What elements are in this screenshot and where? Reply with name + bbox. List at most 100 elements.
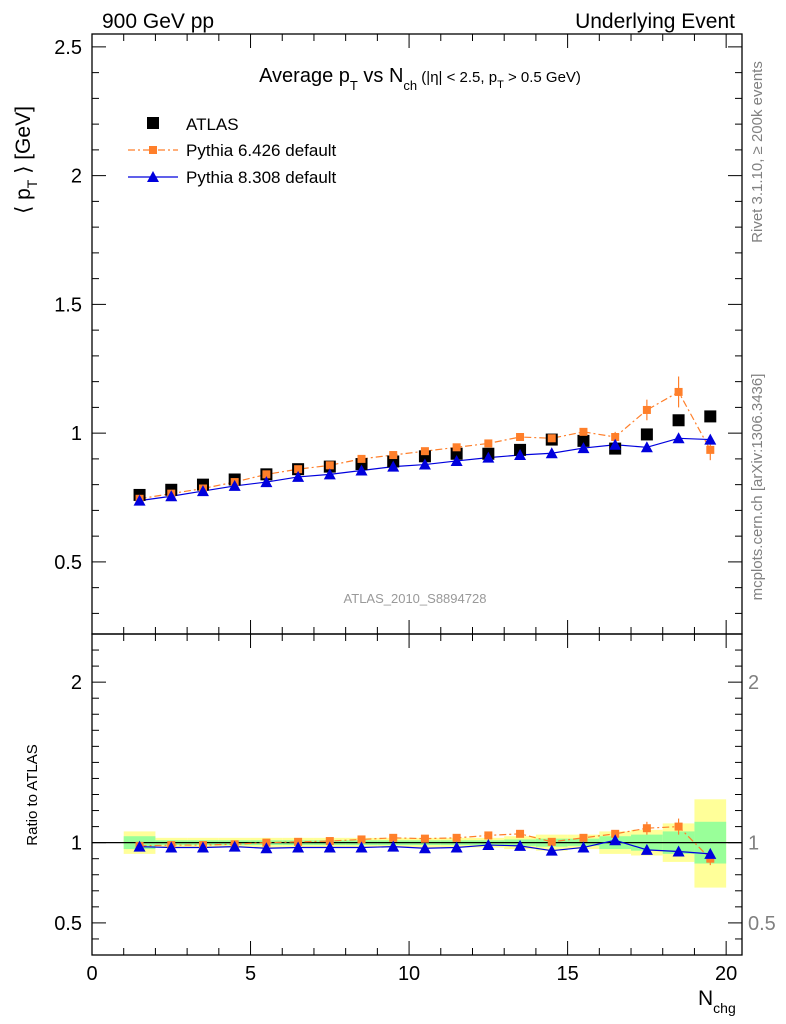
x-tick-label: 0 bbox=[86, 963, 97, 985]
x-tick-label: 10 bbox=[398, 963, 420, 985]
main-y-axis-label: ⟨ pT ⟩ [GeV] bbox=[12, 106, 40, 214]
atlas-point bbox=[672, 414, 685, 427]
ratio-axis-ticks bbox=[91, 634, 742, 955]
main-y-tick-label: 1.5 bbox=[54, 294, 82, 316]
pythia8-point bbox=[545, 447, 558, 459]
ratio-pythia8-point bbox=[545, 844, 558, 856]
legend-py6-label: Pythia 6.426 default bbox=[186, 141, 337, 160]
legend-py6-marker bbox=[149, 146, 157, 154]
header-left: 900 GeV pp bbox=[102, 10, 214, 33]
ratio-y-tick-label: 0.5 bbox=[54, 913, 82, 935]
legend-atlas-marker bbox=[147, 117, 159, 129]
ratio-pythia8-point bbox=[133, 840, 146, 852]
pythia8-point bbox=[387, 460, 400, 472]
title-main: Average p bbox=[259, 65, 350, 87]
legend-py8-marker bbox=[147, 171, 159, 182]
ratio-pythia8-point bbox=[609, 834, 622, 846]
ratio-pythia8-point bbox=[387, 840, 400, 852]
ratio-pythia6-point bbox=[420, 834, 429, 843]
ratio-plot-content bbox=[92, 799, 742, 888]
x-tick-label: 20 bbox=[715, 963, 737, 985]
pythia6-point bbox=[706, 445, 715, 454]
pythia8-point bbox=[196, 485, 209, 497]
rivet-version-label: Rivet 3.1.10, ≥ 200k events bbox=[749, 61, 766, 243]
main-y-tick-label: 2.5 bbox=[54, 37, 82, 59]
pythia8-point bbox=[577, 442, 590, 454]
atlas-point bbox=[577, 434, 590, 447]
pythia8-point bbox=[292, 470, 305, 482]
ylabel-sub: T bbox=[24, 179, 40, 188]
ratio-pythia8-point bbox=[323, 841, 336, 853]
ratio-pythia6-point bbox=[357, 835, 366, 844]
pythia6-point bbox=[452, 443, 461, 452]
main-y-tick-labels: 0.5 1 1.5 2 2.5 bbox=[54, 37, 82, 574]
x-tick-label: 5 bbox=[245, 963, 256, 985]
pythia6-point bbox=[420, 447, 429, 456]
pythia6-point bbox=[484, 439, 493, 448]
main-axis-ticks bbox=[91, 34, 742, 634]
ratio-pythia8-point bbox=[704, 847, 717, 859]
mcplots-reference-label: mcplots.cern.ch [arXiv:1306.3436] bbox=[749, 374, 766, 601]
title-sub-t: T bbox=[350, 78, 358, 93]
main-y-tick-label: 1 bbox=[71, 423, 82, 445]
pythia8-point bbox=[514, 449, 527, 461]
ratio-pythia6-point bbox=[547, 837, 556, 846]
legend-atlas-label: ATLAS bbox=[186, 115, 239, 134]
legend-py8-label: Pythia 8.308 default bbox=[186, 168, 337, 187]
ratio-y-tick-label-right: 0.5 bbox=[748, 913, 776, 935]
ratio-plot-panel: 0.5 0.5 1 1 2 2 0 5 10 15 20 bbox=[54, 633, 776, 985]
legend: ATLAS Pythia 6.426 default Pythia 8.308 … bbox=[128, 115, 337, 187]
xlabel-sub: chg bbox=[713, 1000, 736, 1016]
ratio-pythia6-point bbox=[484, 831, 493, 840]
pythia8-point bbox=[355, 464, 368, 476]
ratio-y-tick-label: 2 bbox=[71, 672, 82, 694]
main-y-tick-label: 2 bbox=[71, 166, 82, 188]
pythia6-point bbox=[642, 405, 651, 414]
ratio-pythia6-point bbox=[611, 829, 620, 838]
ratio-pythia6-point bbox=[452, 833, 461, 842]
pythia6-point bbox=[579, 427, 588, 436]
pythia8-point bbox=[640, 441, 653, 453]
ratio-pythia6-point bbox=[674, 822, 683, 831]
pythia6-point bbox=[389, 451, 398, 460]
ratio-pythia8-point bbox=[165, 841, 178, 853]
pythia8-point bbox=[165, 490, 178, 502]
ratio-pythia8-point bbox=[228, 840, 241, 852]
xlabel-main: N bbox=[698, 987, 713, 1010]
ratio-pythia8-point bbox=[640, 843, 653, 855]
pythia8-point bbox=[260, 476, 273, 488]
ratio-pythia8-point bbox=[260, 842, 273, 854]
ratio-pythia8-point bbox=[355, 841, 368, 853]
ratio-y-tick-label-right: 1 bbox=[748, 833, 759, 855]
ratio-y-tick-labels: 0.5 0.5 1 1 2 2 bbox=[54, 672, 776, 935]
header-right: Underlying Event bbox=[575, 10, 735, 33]
pythia8-point bbox=[228, 479, 241, 491]
pythia8-point bbox=[482, 451, 495, 463]
x-axis-label: Nchg bbox=[698, 987, 736, 1016]
title-cuts-a: (|η| < 2.5, p bbox=[417, 69, 497, 86]
ratio-pythia8-point bbox=[672, 845, 685, 857]
pythia6-point bbox=[516, 433, 525, 442]
pythia8-point bbox=[704, 433, 717, 445]
pythia8-point bbox=[133, 494, 146, 506]
ratio-pythia8-point bbox=[418, 842, 431, 854]
pythia6-point bbox=[357, 454, 366, 463]
ylabel-close: ⟩ [GeV] bbox=[12, 106, 35, 180]
plot-title: Average pT vs Nch (|η| < 2.5, pT > 0.5 G… bbox=[259, 65, 581, 93]
title-sub-ch: ch bbox=[403, 78, 417, 93]
ratio-y-axis-label: Ratio to ATLAS bbox=[24, 744, 41, 845]
ratio-y-tick-label: 1 bbox=[71, 833, 82, 855]
ratio-pythia8-point bbox=[196, 841, 209, 853]
ratio-pythia8-point bbox=[577, 841, 590, 853]
title-vs: vs N bbox=[358, 65, 404, 87]
pythia8-point bbox=[609, 438, 622, 450]
title-cuts-b: > 0.5 GeV) bbox=[504, 69, 581, 86]
pythia6-point bbox=[674, 387, 683, 396]
ratio-pythia6-point bbox=[579, 833, 588, 842]
pythia6-point bbox=[547, 434, 556, 443]
pythia8-point bbox=[323, 468, 336, 480]
ratio-pythia8-point bbox=[482, 839, 495, 851]
analysis-watermark: ATLAS_2010_S8894728 bbox=[344, 591, 487, 606]
main-y-tick-label: 0.5 bbox=[54, 552, 82, 574]
